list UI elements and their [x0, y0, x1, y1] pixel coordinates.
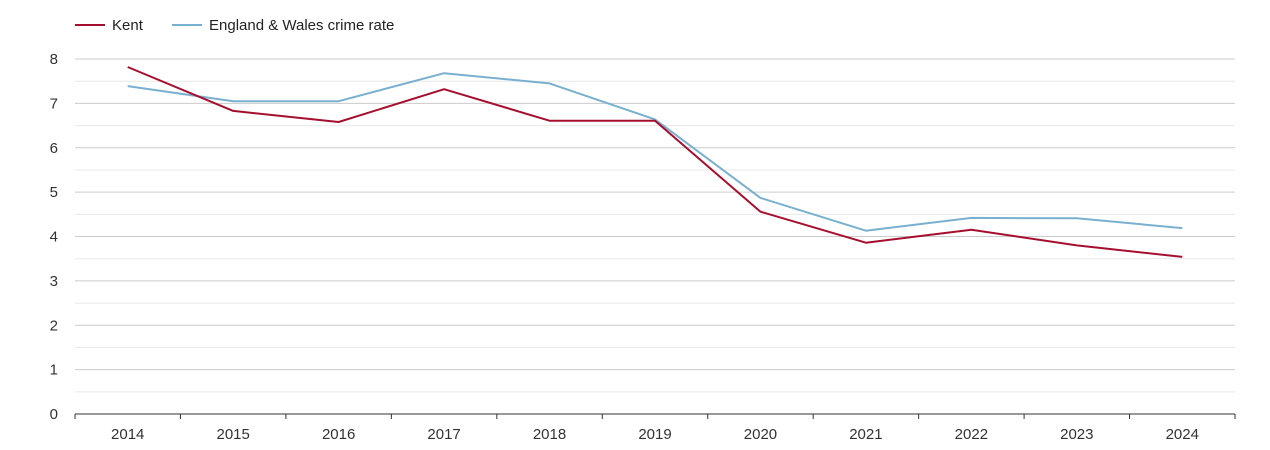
x-tick-label: 2018	[533, 426, 566, 443]
grid-lines	[75, 58, 1235, 393]
x-tick-label: 2022	[955, 426, 988, 443]
y-tick-label: 5	[50, 184, 58, 201]
legend-label-england-wales: England & Wales crime rate	[209, 17, 394, 34]
legend: Kent England & Wales crime rate	[75, 17, 394, 34]
y-tick-label: 2	[50, 317, 58, 334]
x-tick-label: 2017	[427, 426, 460, 443]
x-tick-label: 2015	[216, 426, 249, 443]
series-line-england-wales	[127, 72, 1183, 232]
y-tick-label: 0	[50, 406, 58, 423]
series-lines	[127, 66, 1183, 258]
y-tick-label: 6	[50, 140, 58, 157]
x-tick-label: 2019	[638, 426, 671, 443]
x-tick-label: 2020	[744, 426, 777, 443]
legend-item-england-wales[interactable]: England & Wales crime rate	[172, 17, 394, 34]
y-axis: 0 1 2 3 4 5 6 7 8	[50, 51, 58, 423]
series-line-kent	[127, 66, 1183, 258]
y-tick-label: 8	[50, 51, 58, 68]
y-tick-label: 4	[50, 229, 58, 246]
legend-label-kent: Kent	[112, 17, 144, 34]
legend-item-kent[interactable]: Kent	[75, 17, 144, 34]
y-tick-label: 7	[50, 95, 58, 112]
y-tick-label: 1	[50, 362, 58, 379]
y-tick-label: 3	[50, 273, 58, 290]
x-axis: 2014 2015 2016 2017 2018 2019 2020 2021 2022 2023…	[74, 413, 1236, 443]
x-tick-label: 2014	[111, 426, 144, 443]
x-tick-label: 2016	[322, 426, 355, 443]
x-tick-label: 2024	[1166, 426, 1199, 443]
x-tick-label: 2023	[1060, 426, 1093, 443]
x-tick-label: 2021	[849, 426, 882, 443]
